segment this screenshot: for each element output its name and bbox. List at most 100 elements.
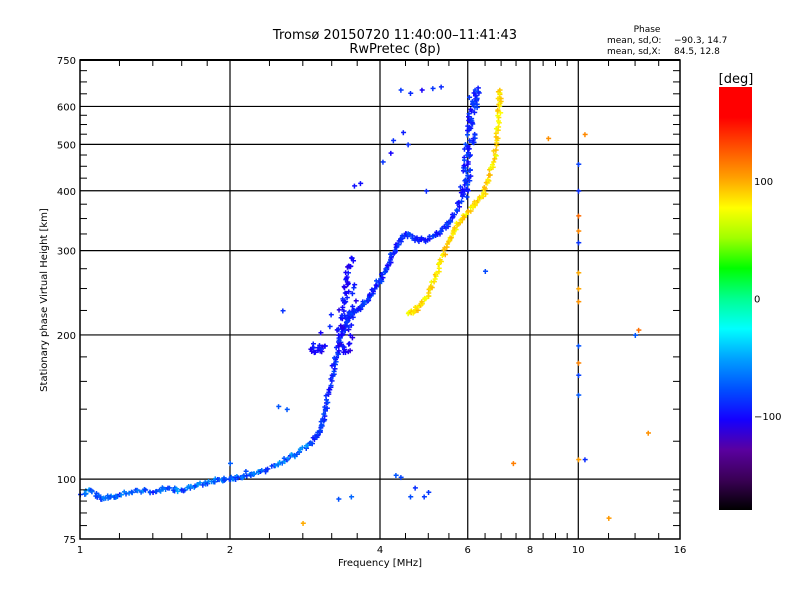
data-point (309, 441, 315, 447)
data-point (576, 161, 582, 167)
data-point (460, 168, 466, 174)
data-point (438, 84, 444, 90)
data-point (476, 90, 482, 96)
grid-lines (80, 60, 680, 539)
data-point (424, 188, 430, 194)
data-point (212, 479, 218, 485)
data-point (345, 264, 351, 270)
data-point (472, 135, 478, 141)
data-point (318, 330, 324, 336)
data-point (636, 327, 642, 333)
data-point (297, 446, 303, 452)
data-point (411, 309, 417, 315)
data-point (493, 147, 499, 153)
data-point (461, 191, 467, 197)
data-point (447, 218, 453, 224)
data-point (339, 324, 345, 330)
data-point (443, 252, 449, 258)
data-point (345, 279, 351, 285)
data-point (466, 111, 472, 117)
data-point (185, 485, 191, 491)
data-point (358, 181, 364, 187)
data-point (126, 490, 132, 496)
data-point (336, 332, 342, 338)
data-point (496, 124, 502, 130)
data-point (486, 172, 492, 178)
data-point (123, 491, 129, 497)
data-point (344, 319, 350, 325)
data-point (437, 257, 443, 263)
data-point (576, 228, 582, 234)
data-point (287, 453, 293, 459)
colorbar-label: [deg] (719, 72, 754, 87)
data-point (335, 350, 341, 356)
data-point (472, 110, 478, 116)
data-point (576, 457, 582, 463)
data-point (465, 208, 471, 214)
data-point (415, 308, 421, 314)
data-point (467, 178, 473, 184)
data-point (496, 102, 502, 108)
data-point (408, 494, 414, 500)
data-point (475, 198, 481, 204)
data-point (465, 132, 471, 138)
data-point (451, 212, 457, 218)
data-point (448, 235, 454, 241)
data-point (511, 461, 517, 467)
x-tick-label: 16 (674, 545, 687, 556)
data-point (340, 296, 346, 302)
data-point (474, 96, 480, 102)
data-point (337, 335, 343, 341)
data-point (465, 150, 471, 156)
data-point (498, 96, 504, 102)
data-point (468, 208, 474, 214)
data-point (576, 270, 582, 276)
data-point (282, 459, 288, 465)
data-point (479, 194, 485, 200)
data-point (490, 165, 496, 171)
data-point (495, 127, 501, 133)
data-point (232, 474, 238, 480)
data-point (408, 90, 414, 96)
data-point (492, 156, 498, 162)
data-point (455, 221, 461, 227)
data-point (461, 155, 467, 161)
data-point (129, 489, 135, 495)
data-points (78, 84, 651, 526)
data-point (410, 233, 416, 239)
data-point (468, 107, 474, 113)
data-point (453, 227, 459, 233)
data-point (344, 295, 350, 301)
data-point (310, 435, 316, 441)
data-point (497, 90, 503, 96)
data-point (259, 467, 265, 473)
data-point (446, 239, 452, 245)
data-point (469, 108, 475, 114)
data-point (105, 495, 111, 501)
data-point (140, 488, 146, 494)
data-point (322, 404, 328, 410)
data-point (393, 242, 399, 248)
y-tick-label: 100 (57, 475, 76, 486)
data-point (454, 207, 460, 213)
data-point (426, 490, 432, 496)
data-point (462, 157, 468, 163)
data-point (458, 190, 464, 196)
data-point (576, 213, 582, 219)
data-point (469, 120, 475, 126)
data-point (407, 232, 413, 238)
data-point (319, 422, 325, 428)
data-point (265, 466, 271, 472)
data-point (304, 443, 310, 449)
data-point (234, 474, 240, 480)
data-point (328, 383, 334, 389)
stats-x-label: mean, sd,X: (607, 47, 661, 57)
data-point (228, 474, 234, 480)
data-point (150, 490, 156, 496)
data-point (491, 159, 497, 165)
data-point (343, 350, 349, 356)
data-point (582, 132, 588, 138)
data-point (465, 123, 471, 129)
data-point (281, 456, 287, 462)
data-point (449, 215, 455, 221)
